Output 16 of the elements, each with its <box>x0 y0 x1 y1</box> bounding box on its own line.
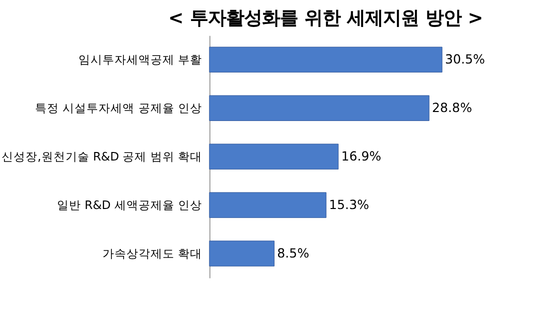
bar <box>209 192 326 218</box>
y-tick-label: 특정 시설투자세액 공제율 인상 <box>35 100 202 115</box>
chart-title: < 투자활성화를 위한 세제지원 방안 > <box>168 8 484 29</box>
data-label: 28.8% <box>432 100 472 115</box>
data-label: 30.5% <box>444 52 486 67</box>
data-label: 15.3% <box>329 196 370 212</box>
bar <box>209 46 442 72</box>
y-tick-label: 임시투자세액공제 부활 <box>78 52 202 67</box>
bar <box>209 144 339 170</box>
bar <box>209 95 430 121</box>
data-label: 16.9% <box>341 148 382 164</box>
y-tick-label: 신성장,원천기술 R&D 공제 범위 확대 <box>2 149 202 164</box>
bar <box>209 240 274 266</box>
data-label: 8.5% <box>277 245 310 260</box>
y-tick-label: 일반 R&D 세액공제율 인상 <box>56 198 202 212</box>
y-tick-label: 가속상각제도 확대 <box>102 246 202 260</box>
